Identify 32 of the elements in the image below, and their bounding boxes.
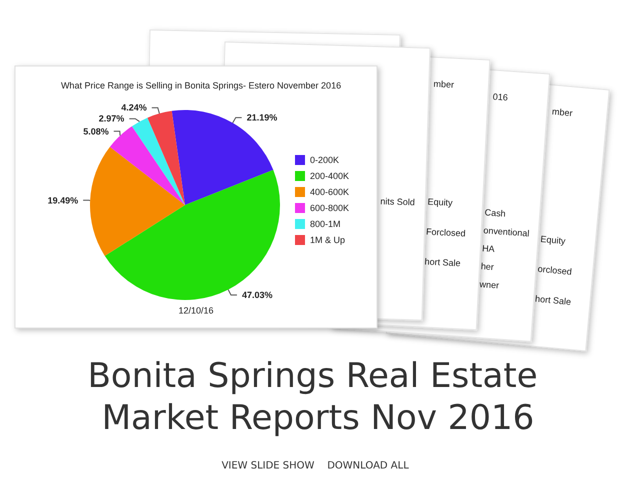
text: Cash bbox=[484, 207, 506, 219]
legend-label: 200-400K bbox=[310, 171, 350, 181]
chart-title: What Price Range is Selling in Bonita Springs- Estero November 2016 bbox=[60, 80, 342, 90]
text: Forclosed bbox=[426, 226, 466, 238]
legend-label: 0-200K bbox=[310, 155, 340, 165]
text: nits Sold bbox=[380, 196, 415, 208]
data-label: 2.97% bbox=[98, 114, 124, 124]
data-label: 47.03% bbox=[242, 290, 272, 300]
text: onventional bbox=[483, 225, 530, 238]
text: Equity bbox=[540, 234, 566, 246]
text: mber bbox=[433, 78, 454, 90]
text: 12/10/16 bbox=[178, 306, 214, 316]
text: hort Sale bbox=[534, 294, 572, 307]
text: her bbox=[480, 261, 494, 272]
text: mber bbox=[552, 106, 573, 118]
data-label: 19.49% bbox=[48, 195, 78, 206]
data-label: 4.24% bbox=[121, 102, 147, 113]
text: DOWNLOAD ALL bbox=[327, 460, 410, 472]
data-label: 5.08% bbox=[83, 126, 109, 136]
text: HA bbox=[482, 243, 495, 254]
text: wner bbox=[478, 279, 500, 290]
text: VIEW SLIDE SHOW bbox=[222, 460, 315, 472]
text: 016 bbox=[492, 92, 508, 103]
legend-label: 400-600K bbox=[310, 187, 350, 197]
text: orclosed bbox=[537, 264, 572, 277]
legend-label: 1M & Up bbox=[310, 235, 346, 245]
text: Bonita Springs Real Estate Market Reports Nov 2016 bbox=[88, 356, 548, 438]
legend-label: 600-800K bbox=[310, 203, 350, 213]
text: Equity bbox=[427, 196, 454, 208]
legend-label: 800-1M bbox=[310, 219, 341, 229]
text: hort Sale bbox=[424, 256, 461, 268]
data-label: 21.19% bbox=[246, 112, 278, 123]
